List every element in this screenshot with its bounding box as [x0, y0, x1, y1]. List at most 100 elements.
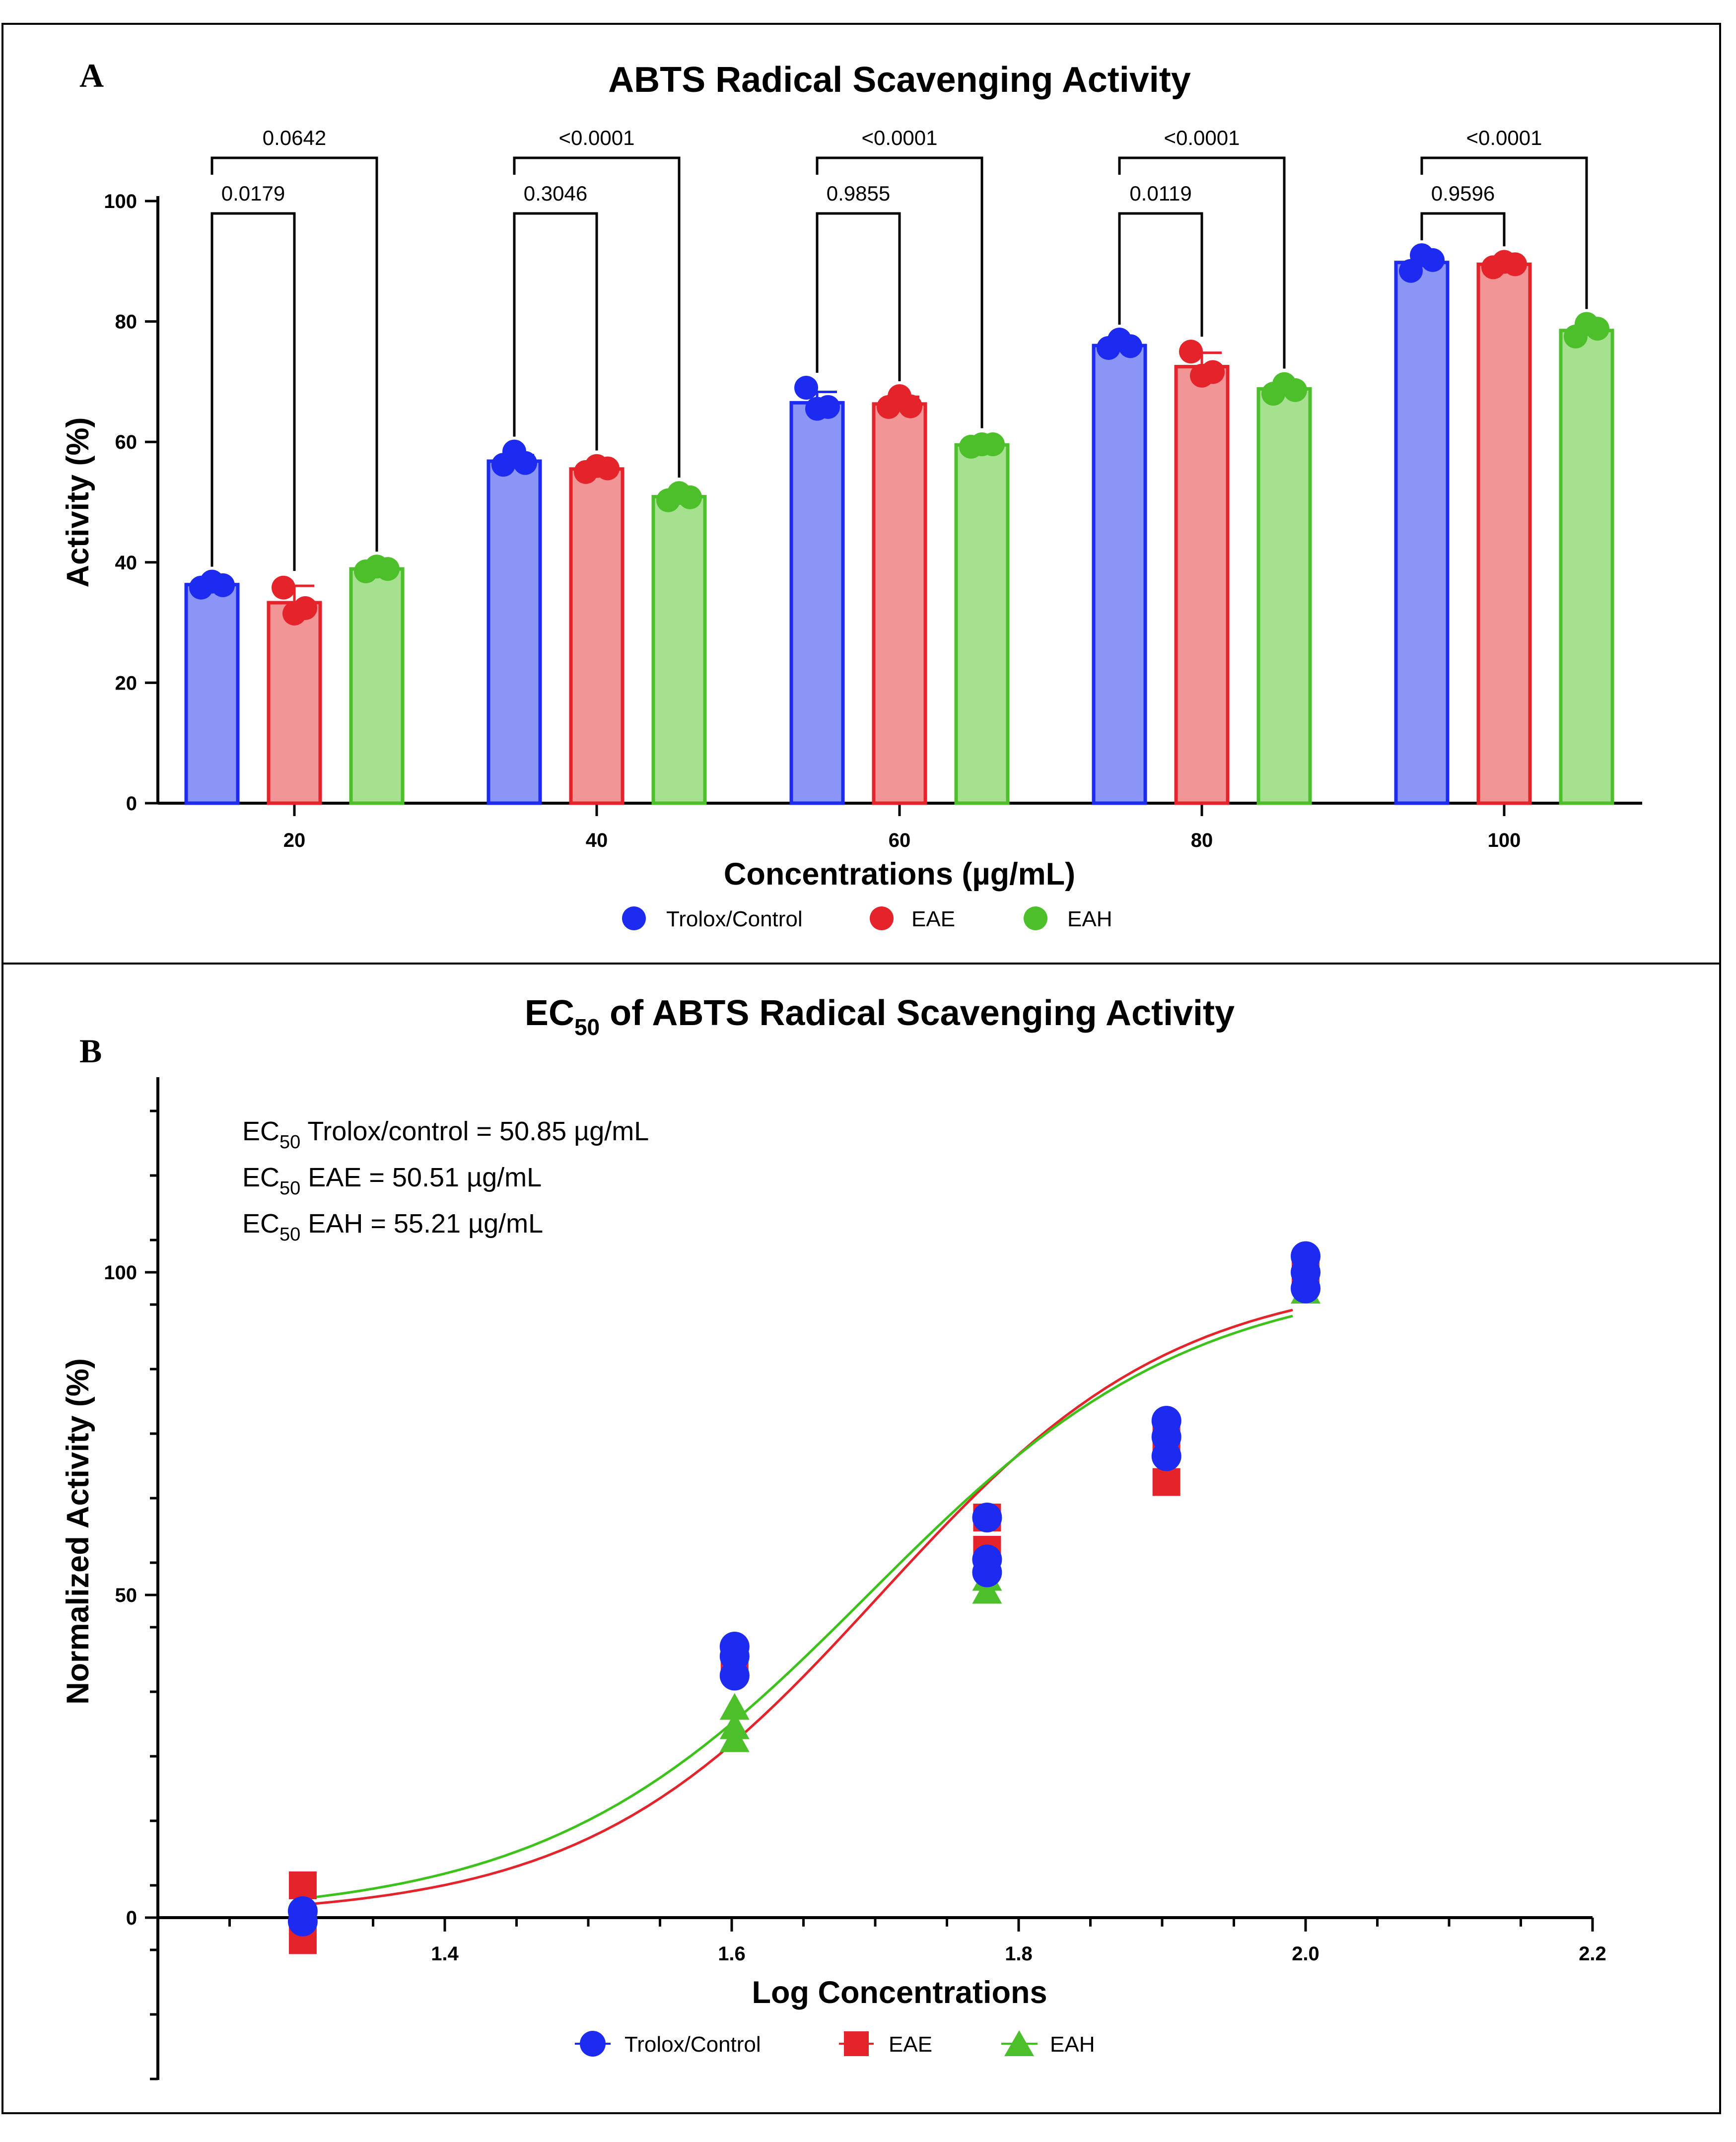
chart-b-y-tick-label: 100	[104, 1262, 137, 1284]
p-value-trolox-eae: 0.0179	[221, 182, 285, 205]
data-point	[899, 394, 922, 418]
ec50-eah-sub: 50	[279, 1224, 300, 1245]
bar-eah-100	[1559, 329, 1614, 805]
chart-b-x-tick-label: 1.8	[1005, 1943, 1033, 1965]
data-point	[1283, 378, 1307, 402]
comparison-bracket-trolox-eae	[1420, 212, 1506, 247]
data-point	[1503, 252, 1527, 276]
fit-curve-eae	[302, 1309, 1293, 1906]
chart-a-y-tick-label: 60	[115, 431, 138, 453]
legend-a-trolox-marker	[622, 906, 646, 930]
comparison-bracket-trolox-eae	[816, 212, 901, 382]
legend-b-eah-marker	[1004, 2030, 1034, 2056]
data-point	[272, 575, 295, 600]
p-value-trolox-eae: 0.3046	[524, 182, 587, 205]
data-point	[596, 456, 620, 481]
bar-eah-40	[651, 495, 707, 805]
comparison-bracket-trolox-eae	[210, 212, 296, 571]
point-eae	[1152, 1468, 1180, 1496]
data-point	[376, 557, 400, 581]
point-trolox	[1291, 1241, 1320, 1271]
bar-troloxcontrol-80	[1092, 344, 1147, 805]
bar-eah-80	[1256, 387, 1312, 805]
bar-eah-20	[349, 567, 405, 805]
p-value-trolox-eae: 0.0119	[1129, 182, 1191, 205]
comparison-bracket-trolox-eah	[1420, 156, 1588, 309]
point-eae	[288, 1871, 317, 1899]
bar-troloxcontrol-40	[486, 459, 542, 805]
chart-a-x-label: Concentrations (µg/mL)	[724, 857, 1075, 892]
chart-a-x-tick-label: 80	[1191, 829, 1213, 851]
point-trolox	[287, 1896, 318, 1926]
data-point	[513, 451, 537, 475]
chart-a: 0 20 40 60 80 100 20 40 60 80 100 0.0179 0.0642 0.304…	[104, 126, 1642, 851]
chart-b-y-label: Normalized Activity (%)	[61, 1358, 95, 1705]
ec50-eah: EC50 EAH = 55.21 µg/mL	[242, 1209, 543, 1245]
data-point	[1179, 340, 1203, 364]
chart-b-x-tick-label: 1.6	[718, 1943, 746, 1965]
point-trolox	[1151, 1406, 1181, 1436]
chart-a-y-tick-label: 40	[115, 552, 138, 574]
legend-b-trolox-label: Trolox/Control	[625, 2032, 761, 2057]
ec50-eae-sub: 50	[279, 1178, 300, 1199]
legend-a-eae-label: EAE	[911, 907, 955, 931]
chart-b-y-tick-label: 0	[126, 1907, 137, 1929]
bar-eae-80	[1174, 365, 1230, 805]
p-value-trolox-eah: <0.0001	[1466, 126, 1542, 149]
comparison-bracket-trolox-eae	[1118, 212, 1203, 337]
data-point	[794, 376, 818, 400]
chart-b-x-tick-label: 2.0	[1292, 1943, 1319, 1965]
chart-b-y-tick-label: 50	[115, 1585, 138, 1606]
data-point	[816, 395, 840, 419]
comparison-bracket-trolox-eah	[210, 156, 378, 552]
chart-b-title-pre: EC	[525, 993, 574, 1033]
legend-a-eae-marker	[870, 906, 894, 930]
panel-b-letter: B	[79, 1032, 102, 1070]
chart-b-title-sub: 50	[574, 1014, 600, 1040]
chart-b-legend: Trolox/Control EAE EAH	[575, 2030, 1095, 2057]
legend-b-eae-marker	[844, 2031, 869, 2056]
p-value-trolox-eah: <0.0001	[862, 126, 938, 149]
comparison-bracket-trolox-eah	[513, 156, 681, 478]
ec50-eae: EC50 EAE = 50.51 µg/mL	[242, 1163, 542, 1199]
ec50-eah-text: EAH = 55.21 µg/mL	[300, 1209, 543, 1239]
chart-a-title: ABTS Radical Scavenging Activity	[608, 60, 1191, 100]
chart-b-title-post: of ABTS Radical Scavenging Activity	[600, 993, 1235, 1033]
ec50-trolox-sub: 50	[279, 1132, 300, 1153]
legend-a-eah-label: EAH	[1067, 907, 1112, 931]
comparison-bracket-trolox-eae	[513, 212, 598, 451]
ec50-eae-pre: EC	[242, 1163, 279, 1192]
bar-eae-60	[872, 402, 927, 805]
chart-b-x-label: Log Concentrations	[752, 1975, 1047, 2010]
chart-b-title: EC50 of ABTS Radical Scavenging Activity	[525, 993, 1235, 1040]
bar-troloxcontrol-20	[184, 583, 240, 805]
data-point	[678, 485, 702, 509]
chart-a-y-tick-label: 80	[115, 311, 138, 333]
chart-a-x-tick-label: 100	[1488, 829, 1521, 851]
bar-eae-20	[267, 601, 322, 805]
chart-a-x-tick-label: 20	[283, 829, 306, 851]
point-trolox	[972, 1503, 1002, 1532]
chart-b-x-tick-label: 1.4	[431, 1943, 459, 1965]
panel-a-frame	[1, 23, 1721, 965]
ec50-trolox-pre: EC	[242, 1116, 279, 1146]
data-point	[1421, 248, 1445, 272]
data-point	[211, 573, 235, 597]
comparison-bracket-trolox-eah	[1118, 156, 1286, 369]
data-point	[981, 432, 1005, 457]
data-point	[1201, 360, 1225, 384]
p-value-trolox-eah: <0.0001	[559, 126, 635, 149]
chart-a-x-tick-label: 60	[889, 829, 911, 851]
chart-a-y-label: Activity (%)	[61, 417, 95, 587]
ec50-trolox: EC50 Trolox/control = 50.85 µg/mL	[242, 1116, 649, 1153]
ec50-annotations: EC50 Trolox/control = 50.85 µg/mL EC50 E…	[242, 1116, 649, 1245]
data-point	[293, 596, 317, 620]
legend-b-eae-label: EAE	[889, 2032, 932, 2057]
chart-a-legend: Trolox/Control EAE EAH	[622, 906, 1112, 931]
chart-b-x-tick-label: 2.2	[1579, 1943, 1606, 1965]
chart-a-x-tick-label: 40	[586, 829, 608, 851]
legend-a-trolox-label: Trolox/Control	[666, 907, 803, 931]
legend-a-eah-marker	[1024, 906, 1047, 930]
chart-b: 0 50 100 1.4 1.6 1.8 2.0 2.2	[104, 1077, 1606, 2080]
legend-b-trolox-marker	[580, 2031, 606, 2057]
